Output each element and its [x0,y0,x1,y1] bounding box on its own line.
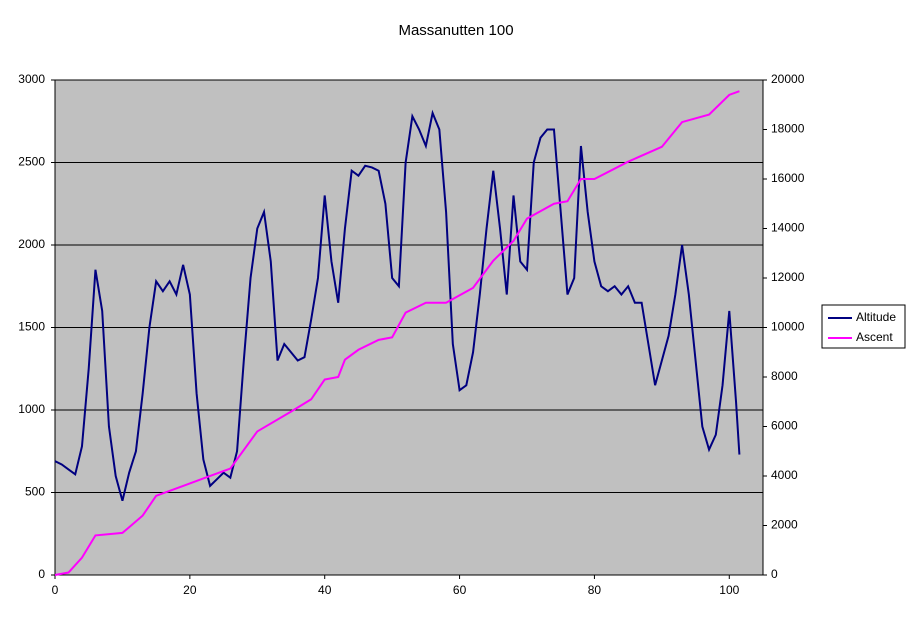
y-tick-label: 0 [38,567,45,581]
y2-tick-label: 8000 [771,369,798,383]
x-tick-label: 40 [318,583,332,597]
y2-tick-label: 16000 [771,171,805,185]
y2-tick-label: 0 [771,567,778,581]
y-tick-label: 3000 [18,72,45,86]
x-tick-label: 100 [719,583,739,597]
y2-tick-label: 12000 [771,270,805,284]
y-tick-label: 1500 [18,320,45,334]
x-tick-label: 0 [52,583,59,597]
legend-label: Ascent [856,330,893,344]
y2-tick-label: 10000 [771,320,805,334]
y-tick-label: 2000 [18,237,45,251]
x-tick-label: 60 [453,583,467,597]
series-line [54,90,740,576]
y2-tick-label: 18000 [771,122,805,136]
series-line [54,109,741,502]
x-tick-label: 20 [183,583,197,597]
y2-tick-label: 20000 [771,72,805,86]
legend-box [821,304,906,349]
y-tick-label: 1000 [18,402,45,416]
y2-tick-label: 2000 [771,518,798,532]
y2-tick-label: 14000 [771,221,805,235]
legend-label: Altitude [856,310,896,324]
chart-title: Massanutten 100 [398,22,513,39]
y-tick-label: 2500 [18,155,45,169]
y2-tick-label: 6000 [771,419,798,433]
x-tick-label: 80 [588,583,602,597]
y-tick-label: 500 [25,485,45,499]
y2-tick-label: 4000 [771,468,798,482]
